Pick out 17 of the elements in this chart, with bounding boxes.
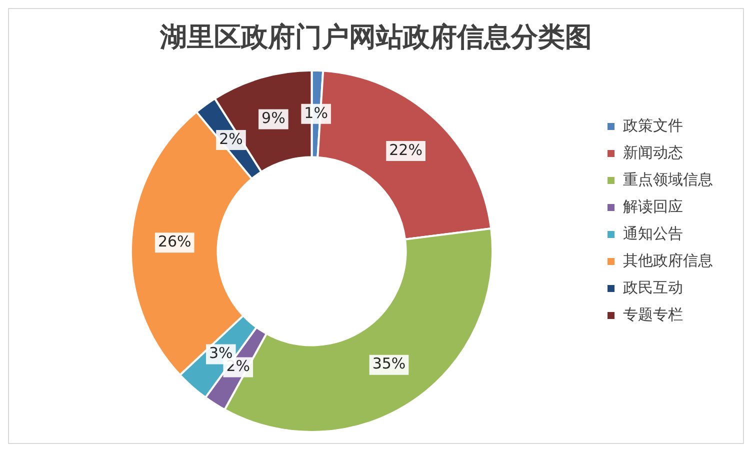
data-label: 2% (226, 357, 250, 376)
legend-label: 解读回应 (623, 197, 683, 216)
chart-title: 湖里区政府门户网站政府信息分类图 (159, 22, 592, 54)
data-label: 26% (158, 232, 192, 250)
legend-label: 其他政府信息 (623, 251, 713, 270)
data-label: 35% (372, 354, 406, 373)
legend-label: 政策文件 (623, 116, 683, 134)
data-label: 1% (304, 104, 328, 122)
legend-label: 通知公告 (623, 224, 683, 242)
data-label: 2% (219, 130, 243, 148)
data-label: 3% (208, 344, 233, 362)
legend-label: 新闻动态 (623, 143, 683, 162)
legend-label: 重点领域信息 (623, 170, 713, 188)
legend-label: 政民互动 (623, 278, 683, 296)
data-label: 22% (389, 140, 422, 159)
data-label: 9% (262, 109, 286, 128)
legend-label: 专题专栏 (623, 305, 683, 324)
